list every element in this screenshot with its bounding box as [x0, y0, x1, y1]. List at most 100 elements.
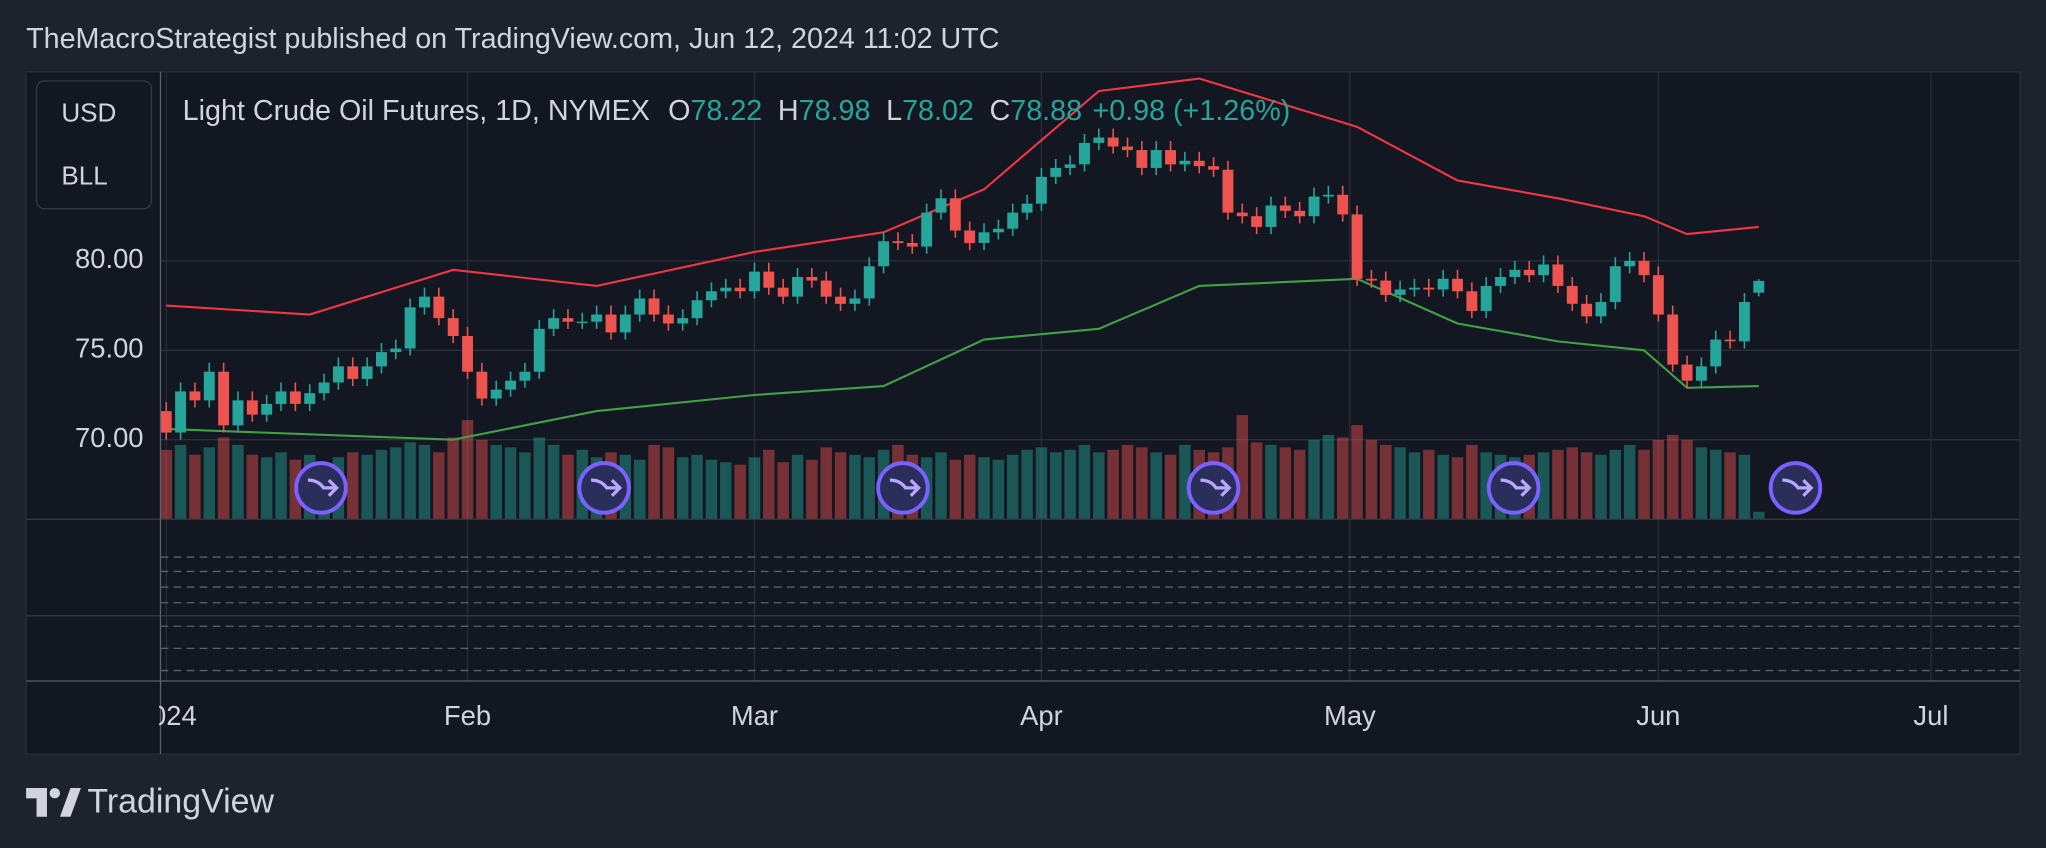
volume-bar: [1609, 449, 1622, 520]
candle-body: [1437, 278, 1449, 290]
volume-bar: [1021, 449, 1033, 520]
band-line: [166, 77, 1759, 316]
legend-value: 78.98: [799, 95, 871, 127]
x-tick-label: Apr: [1020, 700, 1063, 731]
legend-value: 78.88: [1010, 95, 1082, 127]
instrument: Light Crude Oil Futures, 1D, NYMEX: [183, 95, 650, 127]
candle-body: [1222, 169, 1234, 213]
volume-bar: [720, 462, 732, 520]
candle-body: [1452, 278, 1463, 292]
volume-bar: [1064, 449, 1076, 520]
volume-bar: [504, 447, 517, 520]
candle-body: [218, 371, 230, 426]
volume-bar: [1681, 439, 1693, 520]
volume-bar: [676, 457, 689, 520]
x-tick-label: May: [1324, 700, 1376, 731]
volume-bar: [820, 447, 832, 520]
candle-body: [1667, 314, 1679, 365]
legend-label: L: [886, 95, 902, 127]
volume-bar: [1365, 439, 1378, 520]
candle-body: [1480, 285, 1492, 311]
volume-bar: [834, 452, 847, 520]
volume-bar: [1638, 449, 1650, 520]
y-tick-label: 75.00: [75, 333, 144, 364]
volume-bar: [1451, 457, 1464, 520]
candle-body: [591, 314, 603, 322]
volume-bar: [461, 420, 474, 520]
volume-bar: [232, 444, 244, 520]
candle-body: [648, 298, 660, 315]
candle-body: [1107, 137, 1119, 147]
candle-body: [634, 298, 646, 315]
candle-body: [490, 389, 502, 399]
volume-bar: [547, 444, 560, 520]
volume-bar: [275, 452, 287, 520]
candle-body: [304, 393, 316, 404]
candle-body: [361, 366, 373, 379]
candle-body: [1753, 280, 1765, 293]
volume-bar: [949, 459, 962, 520]
volume-bar: [1164, 454, 1177, 520]
volume-bar: [1652, 439, 1665, 520]
candle-body: [705, 291, 717, 301]
candle-body: [878, 241, 890, 267]
candle-body: [289, 391, 301, 404]
volume-bar: [633, 459, 646, 520]
candle-body: [332, 366, 344, 383]
volume-bar: [863, 457, 875, 520]
candle-body: [921, 212, 933, 247]
candle-body: [1724, 339, 1736, 342]
volume-bar: [1107, 449, 1119, 520]
x-tick-label: Feb: [444, 700, 491, 731]
volume-bar: [1179, 444, 1191, 520]
volume-bar: [1006, 454, 1019, 520]
volume-bar: [490, 444, 502, 520]
candle-body: [1279, 205, 1291, 211]
candle-body: [849, 298, 861, 304]
candle-body: [462, 335, 473, 372]
volume-bar: [1279, 447, 1292, 520]
volume-bar: [1552, 449, 1564, 520]
candle-body: [964, 230, 976, 244]
candle-body: [1322, 194, 1334, 197]
volume-bar: [1423, 449, 1435, 520]
candle-body: [619, 314, 631, 333]
x-tick-label: 2024: [136, 700, 197, 731]
volume-bar: [963, 454, 976, 520]
candle-body: [1581, 303, 1593, 317]
candle-body: [246, 400, 258, 415]
candle-body: [949, 198, 961, 231]
candle-body: [1193, 160, 1205, 167]
candle-body: [1236, 212, 1248, 217]
candle-body: [820, 280, 832, 297]
candle-body: [691, 300, 703, 319]
volume-bar: [935, 452, 947, 520]
volume-bar: [174, 444, 187, 520]
volume-bar: [1293, 449, 1306, 520]
volume-bar: [390, 447, 402, 520]
candle-body: [1466, 291, 1478, 311]
volume-bar: [748, 457, 761, 520]
candle-body: [935, 198, 947, 213]
candle-body: [318, 382, 330, 394]
volume-bar: [1623, 444, 1636, 520]
candle-body: [404, 307, 416, 349]
candle-body: [1423, 287, 1435, 290]
volume-bar: [433, 452, 445, 520]
volume-bar: [1595, 454, 1607, 520]
volume-bar: [1480, 452, 1492, 520]
footer-logo: [26, 787, 81, 817]
candle-body: [476, 371, 488, 399]
candle-body: [275, 391, 287, 404]
candle-body: [892, 241, 904, 244]
x-tick-label: Mar: [731, 700, 778, 731]
candle-body: [505, 380, 517, 390]
volume-bar: [1738, 454, 1751, 520]
volume-bar: [1537, 452, 1550, 520]
legend-change: +0.98 (+1.26%): [1092, 95, 1290, 127]
candle-body: [1179, 160, 1191, 165]
volume-bar: [361, 454, 373, 520]
candle-body: [548, 318, 560, 329]
candle-body: [863, 266, 875, 299]
event-icons: [294, 461, 1823, 515]
